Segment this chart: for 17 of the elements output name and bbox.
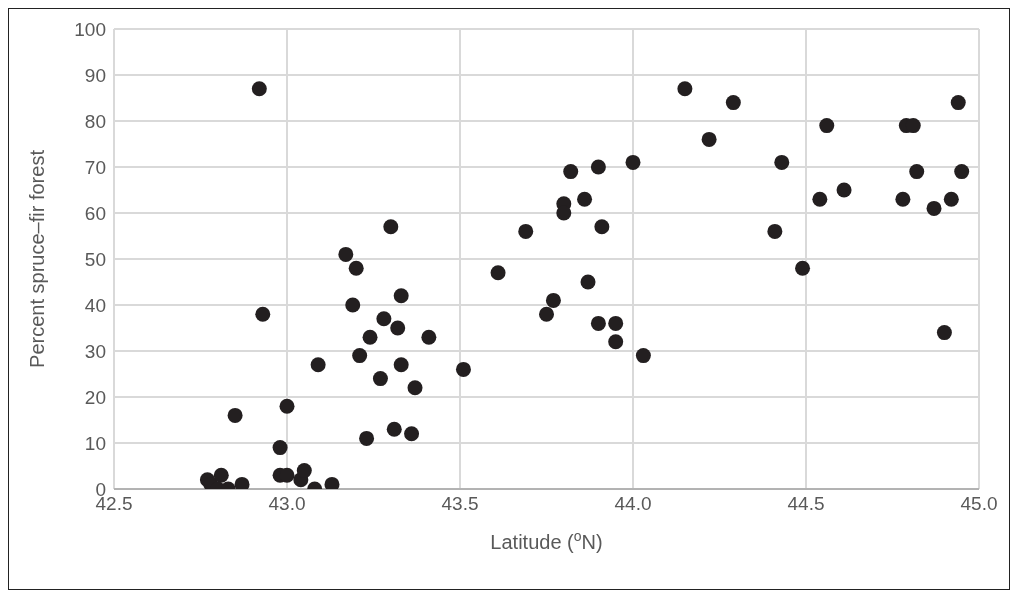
y-tick-label: 50: [84, 248, 106, 270]
y-tick-label: 100: [74, 18, 106, 40]
x-tick-label: 45.0: [960, 493, 998, 515]
y-tick-label: 80: [84, 110, 106, 132]
x-tick-label: 43.0: [268, 493, 306, 515]
x-tick-label: 43.5: [441, 493, 479, 515]
x-axis-title: Latitude ($^{o}$N): [490, 528, 603, 553]
y-tick-label: 60: [84, 202, 106, 224]
y-tick-label: 20: [84, 386, 106, 408]
x-tick-label: 44.0: [614, 493, 652, 515]
x-tick-label: 44.5: [787, 493, 825, 515]
y-tick-label: 90: [84, 64, 106, 86]
y-tick-label: 70: [84, 156, 106, 178]
y-tick-label: 10: [84, 432, 106, 454]
y-axis-title: Percent spruce–fir forest: [26, 149, 48, 368]
y-tick-label: 40: [84, 294, 106, 316]
y-tick-label: 30: [84, 340, 106, 362]
